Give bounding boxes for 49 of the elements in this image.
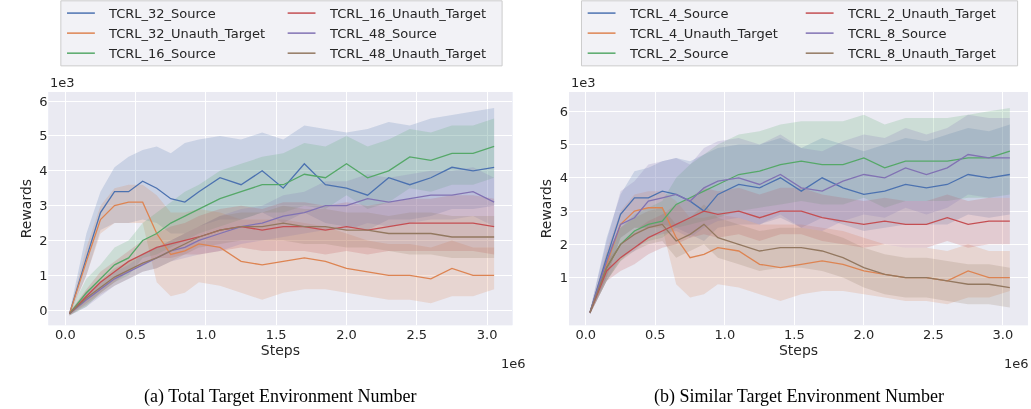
legend-label: TCRL_4_Unauth_Target xyxy=(629,26,778,41)
legend-label: TCRL_16_Unauth_Target xyxy=(329,6,487,21)
x-tick-label: 0.0 xyxy=(54,327,76,343)
x-tick-label: 1.0 xyxy=(714,327,736,343)
x-tick-label: 2.0 xyxy=(336,327,357,343)
legend-label: TCRL_8_Unauth_Target xyxy=(847,46,996,61)
y-tick-label: 3 xyxy=(559,203,569,219)
text: 1e6 xyxy=(501,356,526,371)
legend-label: TCRL_16_Source xyxy=(108,46,216,61)
x-tick-label: 0.0 xyxy=(575,327,597,343)
y-tick-label: 0 xyxy=(39,302,48,318)
y-tick-label: 4 xyxy=(559,170,569,186)
y-tick-label: 2 xyxy=(39,233,48,249)
legend-label: TCRL_48_Unauth_Target xyxy=(329,46,487,61)
x-axis-title: Steps xyxy=(260,342,301,359)
x-tick-label: 2.5 xyxy=(923,327,944,343)
text: 1e3 xyxy=(571,75,596,90)
y-tick-label: 1 xyxy=(39,267,48,283)
x-tick-label: 0.5 xyxy=(125,327,146,343)
y-tick-label: 6 xyxy=(559,103,569,119)
x-tick-label: 2.0 xyxy=(853,327,875,343)
x-tick-label: 3.0 xyxy=(476,327,498,343)
y-tick-label: 1 xyxy=(559,270,569,286)
y-tick-label: 5 xyxy=(39,128,48,144)
x-tick-label: 1.0 xyxy=(195,327,217,343)
legend-label: TCRL_32_Source xyxy=(108,6,216,21)
legend-label: TCRL_2_Unauth_Target xyxy=(847,6,996,21)
y-axis-title: Rewards xyxy=(538,178,555,239)
y-tick-label: 6 xyxy=(39,93,48,109)
legend-label: TCRL_2_Source xyxy=(629,46,729,61)
y-tick-label: 2 xyxy=(559,236,569,252)
y-axis-title: Rewards xyxy=(17,178,34,239)
x-tick-label: 1.5 xyxy=(265,327,287,343)
text: (b) Similar Target Environment Number xyxy=(654,386,945,407)
y-tick-label: 3 xyxy=(39,198,48,214)
x-tick-label: 0.5 xyxy=(644,327,666,343)
y-tick-label: 5 xyxy=(559,137,569,153)
x-axis-title: Steps xyxy=(778,342,819,359)
x-tick-label: 3.0 xyxy=(992,327,1014,343)
x-tick-label: 1.5 xyxy=(784,327,805,343)
legend-label: TCRL_32_Unauth_Target xyxy=(108,26,266,41)
y-tick-label: 4 xyxy=(39,163,48,179)
text: (a) Total Target Environment Number xyxy=(144,386,417,407)
legend-label: TCRL_8_Source xyxy=(847,26,947,41)
legend-label: TCRL_48_Source xyxy=(329,26,437,41)
x-tick-label: 2.5 xyxy=(406,327,428,343)
text: 1e3 xyxy=(50,75,75,90)
legend-label: TCRL_4_Source xyxy=(629,6,729,21)
text: 1e6 xyxy=(1004,356,1029,371)
